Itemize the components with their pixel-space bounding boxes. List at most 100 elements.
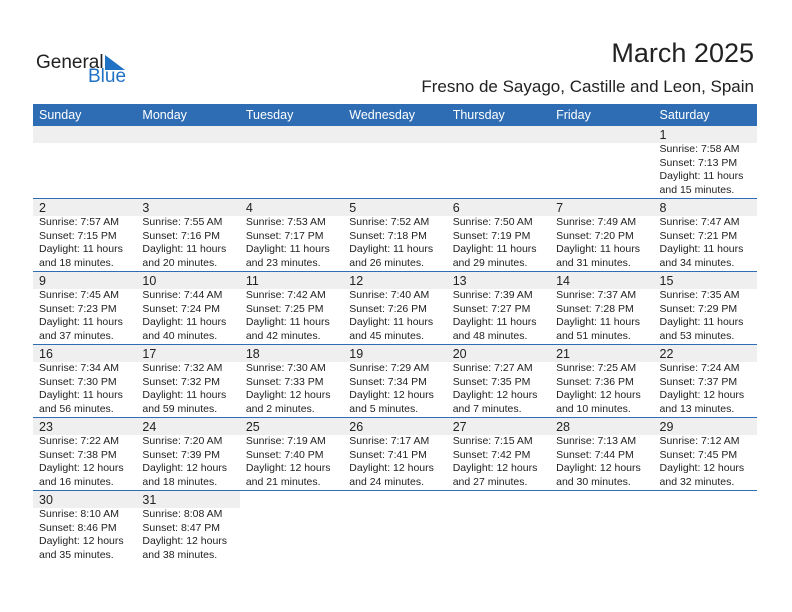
daylight-text: Daylight: 11 hours: [556, 316, 640, 328]
day-cell: 11 Sunrise: 7:42 AM Sunset: 7:25 PM Dayligh…: [239, 272, 344, 344]
location-subtitle: Fresno de Sayago, Castille and Leon, Spa…: [421, 77, 754, 96]
sunset-text: Sunset: 7:34 PM: [349, 375, 427, 388]
daylight-minutes-text: and 32 minutes.: [659, 475, 735, 488]
empty-day-cell: [550, 491, 653, 564]
daylight-minutes-text: and 40 minutes.: [142, 329, 218, 342]
empty-date-strip: [33, 126, 137, 143]
weekday-sunday: Sunday: [39, 108, 82, 122]
sunrise-text: Sunrise: 7:39 AM: [452, 289, 533, 301]
empty-day-cell: [654, 491, 757, 564]
day-cell: 2 Sunrise: 7:57 AM Sunset: 7:15 PM Daylight…: [33, 199, 137, 271]
date-number: 12: [343, 272, 447, 289]
daylight-minutes-text: and 23 minutes.: [245, 256, 321, 269]
day-cell: 6 Sunrise: 7:50 AM Sunset: 7:19 PM Daylight…: [446, 199, 551, 271]
date-number: 3: [136, 199, 240, 216]
weekday-header: Sunday Monday Tuesday Wednesday Thursday Frid…: [33, 104, 757, 126]
date-number: 19: [343, 345, 447, 362]
day-cell: 22 Sunrise: 7:24 AM Sunset: 7:37 PM Dayligh…: [653, 345, 757, 417]
empty-day-cell: [239, 126, 344, 198]
weekday-friday: Friday: [556, 108, 591, 122]
date-number: 9: [33, 272, 137, 289]
daylight-text: Daylight: 11 hours: [659, 243, 744, 255]
sunset-text: Sunset: 7:21 PM: [659, 229, 738, 242]
sunset-text: Sunset: 7:32 PM: [142, 375, 221, 388]
day-cell: 17 Sunrise: 7:32 AM Sunset: 7:32 PM Dayligh…: [136, 345, 240, 417]
day-cell: 27 Sunrise: 7:15 AM Sunset: 7:42 PM Dayligh…: [446, 418, 551, 490]
daylight-text: Daylight: 12 hours: [39, 462, 124, 474]
sunset-text: Sunset: 7:26 PM: [349, 302, 427, 315]
date-number: 25: [239, 418, 344, 435]
sunrise-text: Sunrise: 7:20 AM: [142, 435, 223, 447]
daylight-text: Daylight: 12 hours: [659, 462, 745, 474]
daylight-minutes-text: and 53 minutes.: [659, 329, 735, 342]
date-number: 8: [653, 199, 757, 216]
date-number: 16: [33, 345, 137, 362]
sunrise-text: Sunrise: 8:08 AM: [142, 508, 223, 520]
day-cell: 9 Sunrise: 7:45 AM Sunset: 7:23 PM Daylight…: [33, 272, 137, 344]
daylight-minutes-text: and 24 minutes.: [349, 475, 424, 488]
day-cell: 30 Sunrise: 8:10 AM Sunset: 8:46 PM Dayligh…: [33, 491, 137, 564]
sunrise-text: Sunrise: 7:25 AM: [556, 362, 637, 374]
sunset-text: Sunset: 7:30 PM: [39, 375, 117, 388]
week-row: 2 Sunrise: 7:57 AM Sunset: 7:15 PM Daylight…: [33, 199, 757, 272]
daylight-minutes-text: and 2 minutes.: [245, 402, 315, 415]
daylight-minutes-text: and 34 minutes.: [659, 256, 735, 269]
day-cell: 31 Sunrise: 8:08 AM Sunset: 8:47 PM Dayligh…: [136, 491, 240, 564]
week-row: 23 Sunrise: 7:22 AM Sunset: 7:38 PM Dayligh…: [33, 418, 757, 491]
logo-text-blue: Blue: [88, 66, 127, 87]
daylight-minutes-text: and 15 minutes.: [659, 183, 735, 196]
daylight-minutes-text: and 30 minutes.: [556, 475, 631, 488]
sunrise-text: Sunrise: 7:58 AM: [659, 143, 740, 155]
date-number: 20: [446, 345, 551, 362]
daylight-minutes-text: and 48 minutes.: [452, 329, 528, 342]
sunset-text: Sunset: 7:13 PM: [659, 156, 738, 169]
daylight-minutes-text: and 38 minutes.: [142, 548, 218, 561]
day-cell: 12 Sunrise: 7:40 AM Sunset: 7:26 PM Dayligh…: [343, 272, 447, 344]
logo-text-general: General: [36, 52, 104, 73]
day-cell: 28 Sunrise: 7:13 AM Sunset: 7:44 PM Dayligh…: [550, 418, 654, 490]
sunset-text: Sunset: 7:25 PM: [245, 302, 324, 315]
empty-day-cell: [343, 491, 446, 564]
day-cell: 16 Sunrise: 7:34 AM Sunset: 7:30 PM Dayligh…: [33, 345, 137, 417]
empty-day-cell: [446, 126, 551, 198]
sunset-text: Sunset: 7:42 PM: [452, 448, 531, 461]
date-number: 6: [446, 199, 551, 216]
sunset-text: Sunset: 7:24 PM: [142, 302, 221, 315]
daylight-text: Daylight: 11 hours: [142, 243, 227, 255]
date-number: 18: [239, 345, 344, 362]
daylight-minutes-text: and 26 minutes.: [349, 256, 424, 269]
sunset-text: Sunset: 7:28 PM: [556, 302, 634, 315]
sunrise-text: Sunrise: 7:42 AM: [245, 289, 326, 301]
page-title: March 2025: [611, 38, 754, 68]
week-row: 30 Sunrise: 8:10 AM Sunset: 8:46 PM Dayligh…: [33, 491, 757, 564]
sunset-text: Sunset: 7:35 PM: [452, 375, 531, 388]
daylight-text: Daylight: 11 hours: [452, 316, 537, 328]
daylight-minutes-text: and 7 minutes.: [452, 402, 522, 415]
date-number: 23: [33, 418, 137, 435]
sunset-text: Sunset: 7:29 PM: [659, 302, 738, 315]
sunset-text: Sunset: 7:44 PM: [556, 448, 634, 461]
sunrise-text: Sunrise: 7:47 AM: [659, 216, 740, 228]
daylight-minutes-text: and 16 minutes.: [39, 475, 114, 488]
day-cell: 10 Sunrise: 7:44 AM Sunset: 7:24 PM Dayligh…: [136, 272, 240, 344]
sunrise-text: Sunrise: 7:15 AM: [452, 435, 533, 447]
empty-day-cell: [550, 126, 654, 198]
sunrise-text: Sunrise: 7:12 AM: [659, 435, 740, 447]
sunset-text: Sunset: 7:39 PM: [142, 448, 221, 461]
sunset-text: Sunset: 7:36 PM: [556, 375, 634, 388]
day-cell: 19 Sunrise: 7:29 AM Sunset: 7:34 PM Dayligh…: [343, 345, 447, 417]
sunrise-text: Sunrise: 7:57 AM: [39, 216, 119, 228]
daylight-text: Daylight: 12 hours: [556, 389, 641, 401]
sunrise-text: Sunrise: 7:22 AM: [39, 435, 119, 447]
date-number: 27: [446, 418, 551, 435]
empty-day-cell: [33, 126, 137, 198]
day-cell: 1 Sunrise: 7:58 AM Sunset: 7:13 PM Daylight…: [653, 126, 757, 198]
daylight-minutes-text: and 51 minutes.: [556, 329, 631, 342]
date-number: 30: [33, 491, 137, 508]
sunrise-text: Sunrise: 7:34 AM: [39, 362, 119, 374]
day-cell: 23 Sunrise: 7:22 AM Sunset: 7:38 PM Dayligh…: [33, 418, 137, 490]
daylight-text: Daylight: 11 hours: [39, 316, 123, 328]
sunrise-text: Sunrise: 7:29 AM: [349, 362, 430, 374]
empty-day-cell: [136, 126, 240, 198]
daylight-minutes-text: and 59 minutes.: [142, 402, 218, 415]
